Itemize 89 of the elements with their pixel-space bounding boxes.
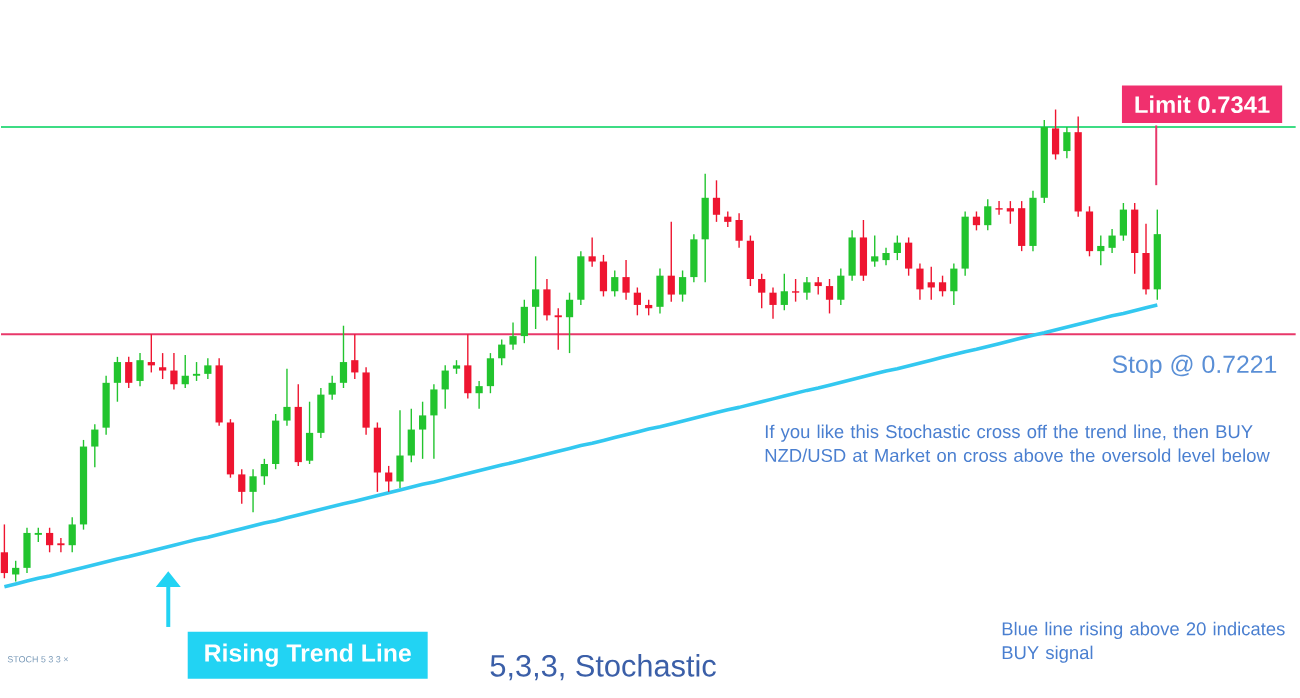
candlestick: [565, 292, 574, 355]
candlestick: [396, 409, 404, 490]
candlestick: [769, 287, 777, 320]
candlestick: [351, 333, 359, 381]
candlestick: [588, 237, 596, 268]
candlestick: [950, 263, 958, 307]
candlestick: [441, 365, 449, 410]
candlestick: [159, 352, 167, 381]
candlestick: [1085, 206, 1094, 258]
candlestick: [498, 339, 506, 367]
candlestick: [611, 270, 619, 298]
candlestick: [339, 325, 348, 390]
candlestick: [486, 352, 495, 395]
candlestick: [181, 354, 189, 390]
candlestick: [272, 413, 280, 471]
candlestick: [690, 233, 698, 284]
candlestick: [192, 361, 201, 383]
candlestick: [430, 383, 438, 460]
candlestick: [373, 422, 382, 494]
candlestick: [113, 356, 122, 403]
candlestick: [1097, 235, 1105, 267]
candlestick: [780, 273, 788, 312]
candlestick: [317, 387, 325, 440]
candlestick: [543, 278, 551, 322]
candlestick: [656, 268, 664, 315]
candlestick: [905, 237, 913, 277]
candlestick: [927, 266, 935, 301]
candlestick: [23, 527, 31, 575]
text: Blue line rising above 20 indicates BUY signal: [1002, 622, 1285, 664]
candlestick: [57, 537, 65, 554]
candlestick: [667, 221, 675, 303]
candlestick: [1131, 202, 1139, 275]
candlestick: [407, 408, 415, 464]
candlestick: [305, 401, 314, 466]
candlestick: [848, 230, 856, 283]
candlestick: [249, 468, 257, 514]
candlestick: [170, 352, 178, 391]
text: 5,3,3, Stochastic: [490, 654, 716, 681]
candlestick: [509, 322, 517, 351]
candlestick: [984, 198, 992, 232]
candlestick: [1119, 202, 1128, 242]
candlestick: [260, 458, 268, 486]
candlestick: [68, 517, 76, 554]
candlestick: [633, 287, 641, 317]
candlestick: [1018, 200, 1026, 253]
candlestick: [125, 356, 133, 390]
candlestick: [712, 180, 721, 223]
candlestick: [475, 380, 483, 410]
candlestick: [938, 275, 947, 298]
candlestick: [622, 259, 630, 301]
candlestick: [803, 276, 811, 301]
candlestick: [599, 254, 608, 298]
ref-line-label: Limit 0.7341: [1135, 96, 1270, 114]
candlestick: [0, 524, 9, 580]
candlestick: [532, 256, 540, 331]
candlestick: [972, 211, 981, 232]
candlestick: [418, 401, 427, 460]
candlestick: [701, 173, 709, 284]
candlestick: [916, 263, 924, 301]
candlestick: [1051, 109, 1060, 161]
candlestick: [1063, 126, 1071, 160]
candlestick: [791, 278, 800, 303]
candlestick: [328, 375, 336, 401]
candlestick: [893, 235, 901, 262]
candlestick: [577, 250, 585, 307]
candlestick: [678, 270, 687, 303]
candlestick: [1142, 223, 1150, 296]
candlestick: [204, 358, 212, 381]
text: Rising Trend Line: [205, 644, 411, 668]
candlestick: [1108, 228, 1116, 255]
candlestick: [746, 235, 755, 288]
candlestick: [995, 200, 1003, 216]
candlestick: [238, 468, 246, 505]
candlestick: [45, 527, 54, 554]
candlestick: [554, 307, 562, 351]
annotation: If you like this Stochastic cross off the trend line, then BUY NZD/USD at Market on cross above the oversold level below: [765, 425, 1270, 463]
candlestick: [837, 268, 845, 307]
candlestick: [758, 273, 766, 310]
candlestick: [91, 424, 99, 469]
candlestick: [825, 278, 834, 315]
candlestick: [102, 375, 110, 436]
ref-line-label: Stop @ 0.7221: [1112, 355, 1277, 379]
candlestick: [735, 213, 743, 249]
candlestick: [283, 368, 291, 427]
candlestick: [520, 299, 528, 345]
candlestick: [136, 352, 144, 388]
candlestick: [464, 333, 472, 400]
candlestick: [859, 219, 868, 283]
candlestick: [871, 235, 879, 268]
